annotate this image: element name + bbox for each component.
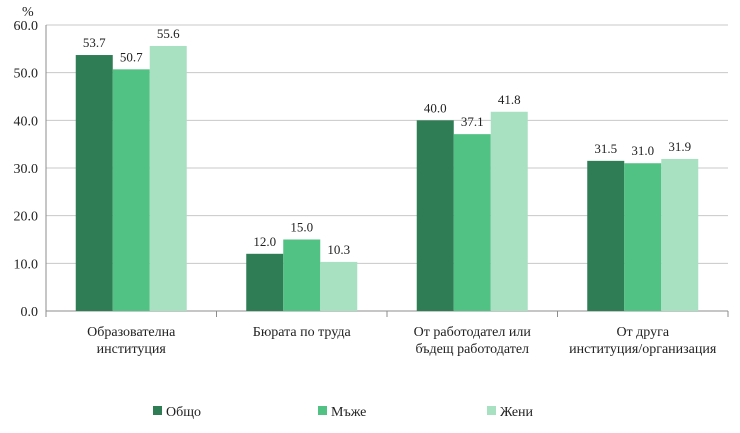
y-tick-label: 0.0 [21,305,39,320]
x-category-label: институция [97,342,167,357]
bar-3-2 [320,261,358,311]
data-label: 15.0 [290,220,313,235]
y-tick-label: 60.0 [14,19,39,34]
data-label: 31.9 [668,139,691,154]
legend-label: Жени [500,405,534,420]
x-category-label: От работодател или [414,325,532,340]
legend-swatch [487,406,496,415]
y-axis-unit-label: % [22,5,34,20]
y-tick-label: 40.0 [14,114,39,129]
legend-swatch [318,406,327,415]
bar-2-4 [624,163,662,311]
legend-label: Мъже [331,405,366,420]
bar-1-2 [246,253,284,311]
bar-3-4 [661,158,699,311]
x-category-label: От друга [616,325,669,340]
data-label: 50.7 [120,49,143,64]
bar-1-3 [416,120,454,311]
y-tick-label: 50.0 [14,67,39,82]
data-label: 31.0 [631,143,654,158]
bar-1-1 [75,55,113,311]
bar-2-3 [453,134,491,311]
data-label: 10.3 [327,242,350,257]
data-label: 41.8 [498,92,521,107]
bar-3-3 [490,111,528,312]
y-tick-label: 10.0 [14,257,39,272]
data-label: 40.0 [424,100,447,115]
data-label: 55.6 [157,26,180,41]
y-tick-label: 20.0 [14,210,39,225]
bar-3-1 [149,45,187,312]
bar-2-1 [112,69,150,311]
data-label: 53.7 [83,35,106,50]
x-category-label: бъдещ работодател [415,342,529,357]
bar-2-2 [283,239,321,311]
data-label: 12.0 [253,234,276,249]
data-label: 37.1 [461,114,484,129]
y-tick-label: 30.0 [14,162,39,177]
bar-1-4 [587,160,625,311]
x-category-label: институция/организация [569,342,717,357]
data-label: 31.5 [594,141,617,156]
x-category-label: Образователна [87,325,176,340]
x-category-label: Бюрата по труда [253,325,352,340]
legend-swatch [153,406,162,415]
legend-label: Общо [166,405,201,420]
